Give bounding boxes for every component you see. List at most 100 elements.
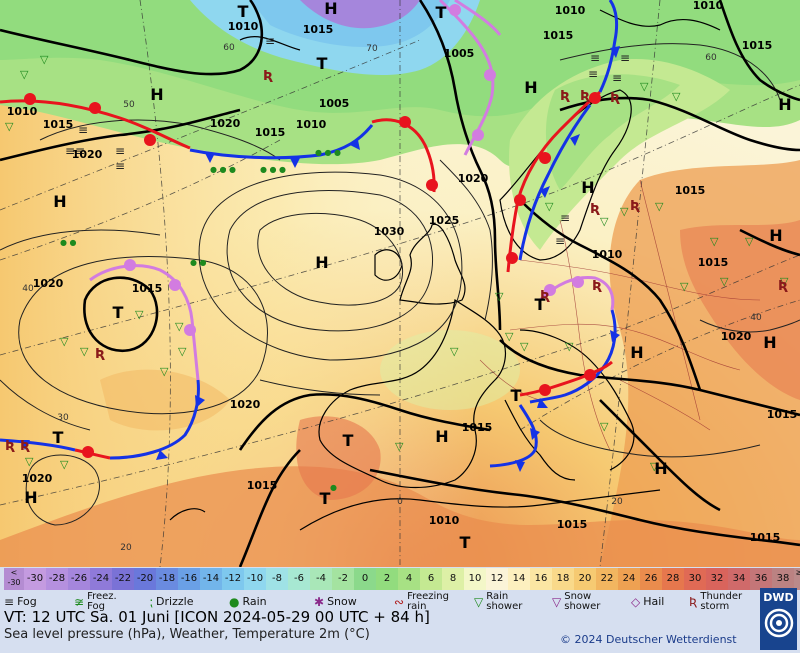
temperature-label: 30 [57,413,69,423]
pressure-label: 1010 [228,20,259,33]
pressure-label: 1020 [210,117,241,130]
svg-text:● ● ●: ● ● ● [260,165,286,174]
svg-text:≡: ≡ [612,71,622,85]
pressure-center: T [511,386,522,405]
svg-text:Ʀ: Ʀ [540,289,550,304]
temperature-scale: < -30 -30 -28 -26 -24 -22 -20 -18 -16 -14 -12 -10 -8… [4,568,800,590]
snow-icon: ✱ [314,595,325,609]
scale-cell: ≥40 °C [794,568,800,590]
svg-text:Ʀ: Ʀ [610,91,620,106]
svg-text:▽: ▽ [25,455,34,468]
cold-front-ne [598,0,619,93]
scale-cell: 34 [728,568,750,590]
legend-item: ≆ Freez. Fog [74,591,117,613]
pressure-label: 1015 [132,282,163,295]
legend-label: Freez. Fog [87,591,117,612]
scale-cell: 12 [486,568,508,590]
pressure-center: T [535,295,546,314]
svg-text:Ʀ: Ʀ [778,279,788,294]
svg-text:Ʀ: Ʀ [590,202,600,217]
temperature-label: 60 [223,43,235,53]
fog-icon: ≡ [4,595,15,609]
legend-label: Drizzle [156,595,194,608]
logo-text: DWD [763,591,794,604]
svg-text:Ʀ: Ʀ [5,439,15,454]
scale-cell: -24 [90,568,112,590]
scale-cell: 38 [772,568,794,590]
pressure-centers: T H T T H H H H H H H T T H H T T H T H T H T [24,0,791,552]
svg-text:≡≡: ≡≡ [65,144,85,158]
pressure-label: 1015 [767,408,798,421]
svg-text:▽: ▽ [40,53,49,66]
svg-text:▽: ▽ [450,345,459,358]
scale-cell: -30 [24,568,46,590]
scale-cell: -26 [68,568,90,590]
svg-text:▽: ▽ [520,340,529,353]
legend-item: ▽ Rain shower [474,591,522,613]
pressure-center: H [581,178,594,197]
legend-label: Rain shower [486,591,523,612]
svg-text:▽: ▽ [60,335,69,348]
pressure-label: 1015 [750,531,781,544]
temperature-labels: 60 70 60 50 40 40 30 20 0 20 [22,43,762,553]
svg-text:Ʀ: Ʀ [630,199,640,214]
scale-cell: 30 [684,568,706,590]
pressure-center: T [343,431,354,450]
scale-cell: -28 [46,568,68,590]
scale-cell: 36 [750,568,772,590]
legend-label: Freezing rain [407,591,449,612]
scale-cell: -12 [222,568,244,590]
cold-front-atlantic-west [0,438,76,452]
svg-text:▽: ▽ [545,200,554,213]
freezing-fog-icon: ≆ [74,595,85,609]
svg-text:● ●: ● ● [190,258,207,267]
svg-text:▽: ▽ [650,460,659,473]
legend-label: Thunder storm [700,591,743,612]
legend-label: Rain [242,595,267,608]
pressure-label: 1020 [22,472,53,485]
svg-text:▽: ▽ [178,345,187,358]
isobars-thick [0,0,800,567]
weather-legend: ≡ Fog ≆ Freez. Fog ⁏ Drizzle ● Rain ✱ Snow ∾ Freezi… [4,591,754,613]
front-symbols [20,4,620,472]
scale-cell: 32 [706,568,728,590]
temperature-label: 70 [366,44,378,54]
weather-symbols: ▽ ▽ ▽ ▽ ▽ ▽ ▽ ▽ ▽ ▽ ▽ ▽ ▽ ▽ ▽ ▽ ▽ ▽ ▽ ▽ ▽ ▽ ▽ ▽ ▽ ▽ ▽ ▽ ▽ ▽ ● … [5,34,789,492]
svg-text:≡: ≡ [588,67,598,81]
svg-text:▽: ▽ [655,200,664,213]
warm-front-scand [506,90,601,273]
pressure-label: 1005 [319,97,350,110]
scale-cell: 26 [640,568,662,590]
pressure-label: 1015 [543,29,574,42]
pressure-center: H [769,226,782,245]
svg-text:≡: ≡ [555,234,565,248]
svg-text:Ʀ: Ʀ [560,89,570,104]
temperature-label: 60 [705,53,717,63]
pressure-label: 1020 [72,148,103,161]
occluded-front-2 [454,0,502,36]
scale-cell: 20 [574,568,596,590]
snow-shower-icon: ▽ [552,595,562,609]
svg-text:▽: ▽ [600,420,609,433]
svg-text:≡: ≡ [115,159,125,173]
legend-item: ▽ Snow shower [552,591,600,613]
pressure-center: T [238,2,249,21]
svg-text:Ʀ: Ʀ [592,279,602,294]
warm-front-2 [371,118,436,193]
pressure-center: H [778,95,791,114]
legend-item: ≡ Fog [4,591,37,613]
pressure-label: 1020 [33,277,64,290]
pressure-center: H [524,78,537,97]
scale-cell: -14 [200,568,222,590]
pressure-center: T [113,303,124,322]
pressure-center: H [53,192,66,211]
scale-cell: 8 [442,568,464,590]
pressure-center: H [24,488,37,507]
warm-front-central [519,360,613,397]
svg-text:▽: ▽ [710,235,719,248]
svg-text:▽: ▽ [135,308,144,321]
svg-text:≡: ≡ [265,34,275,48]
pressure-center: T [436,3,447,22]
svg-text:Ʀ: Ʀ [95,347,105,362]
isobars-thin [0,43,800,526]
